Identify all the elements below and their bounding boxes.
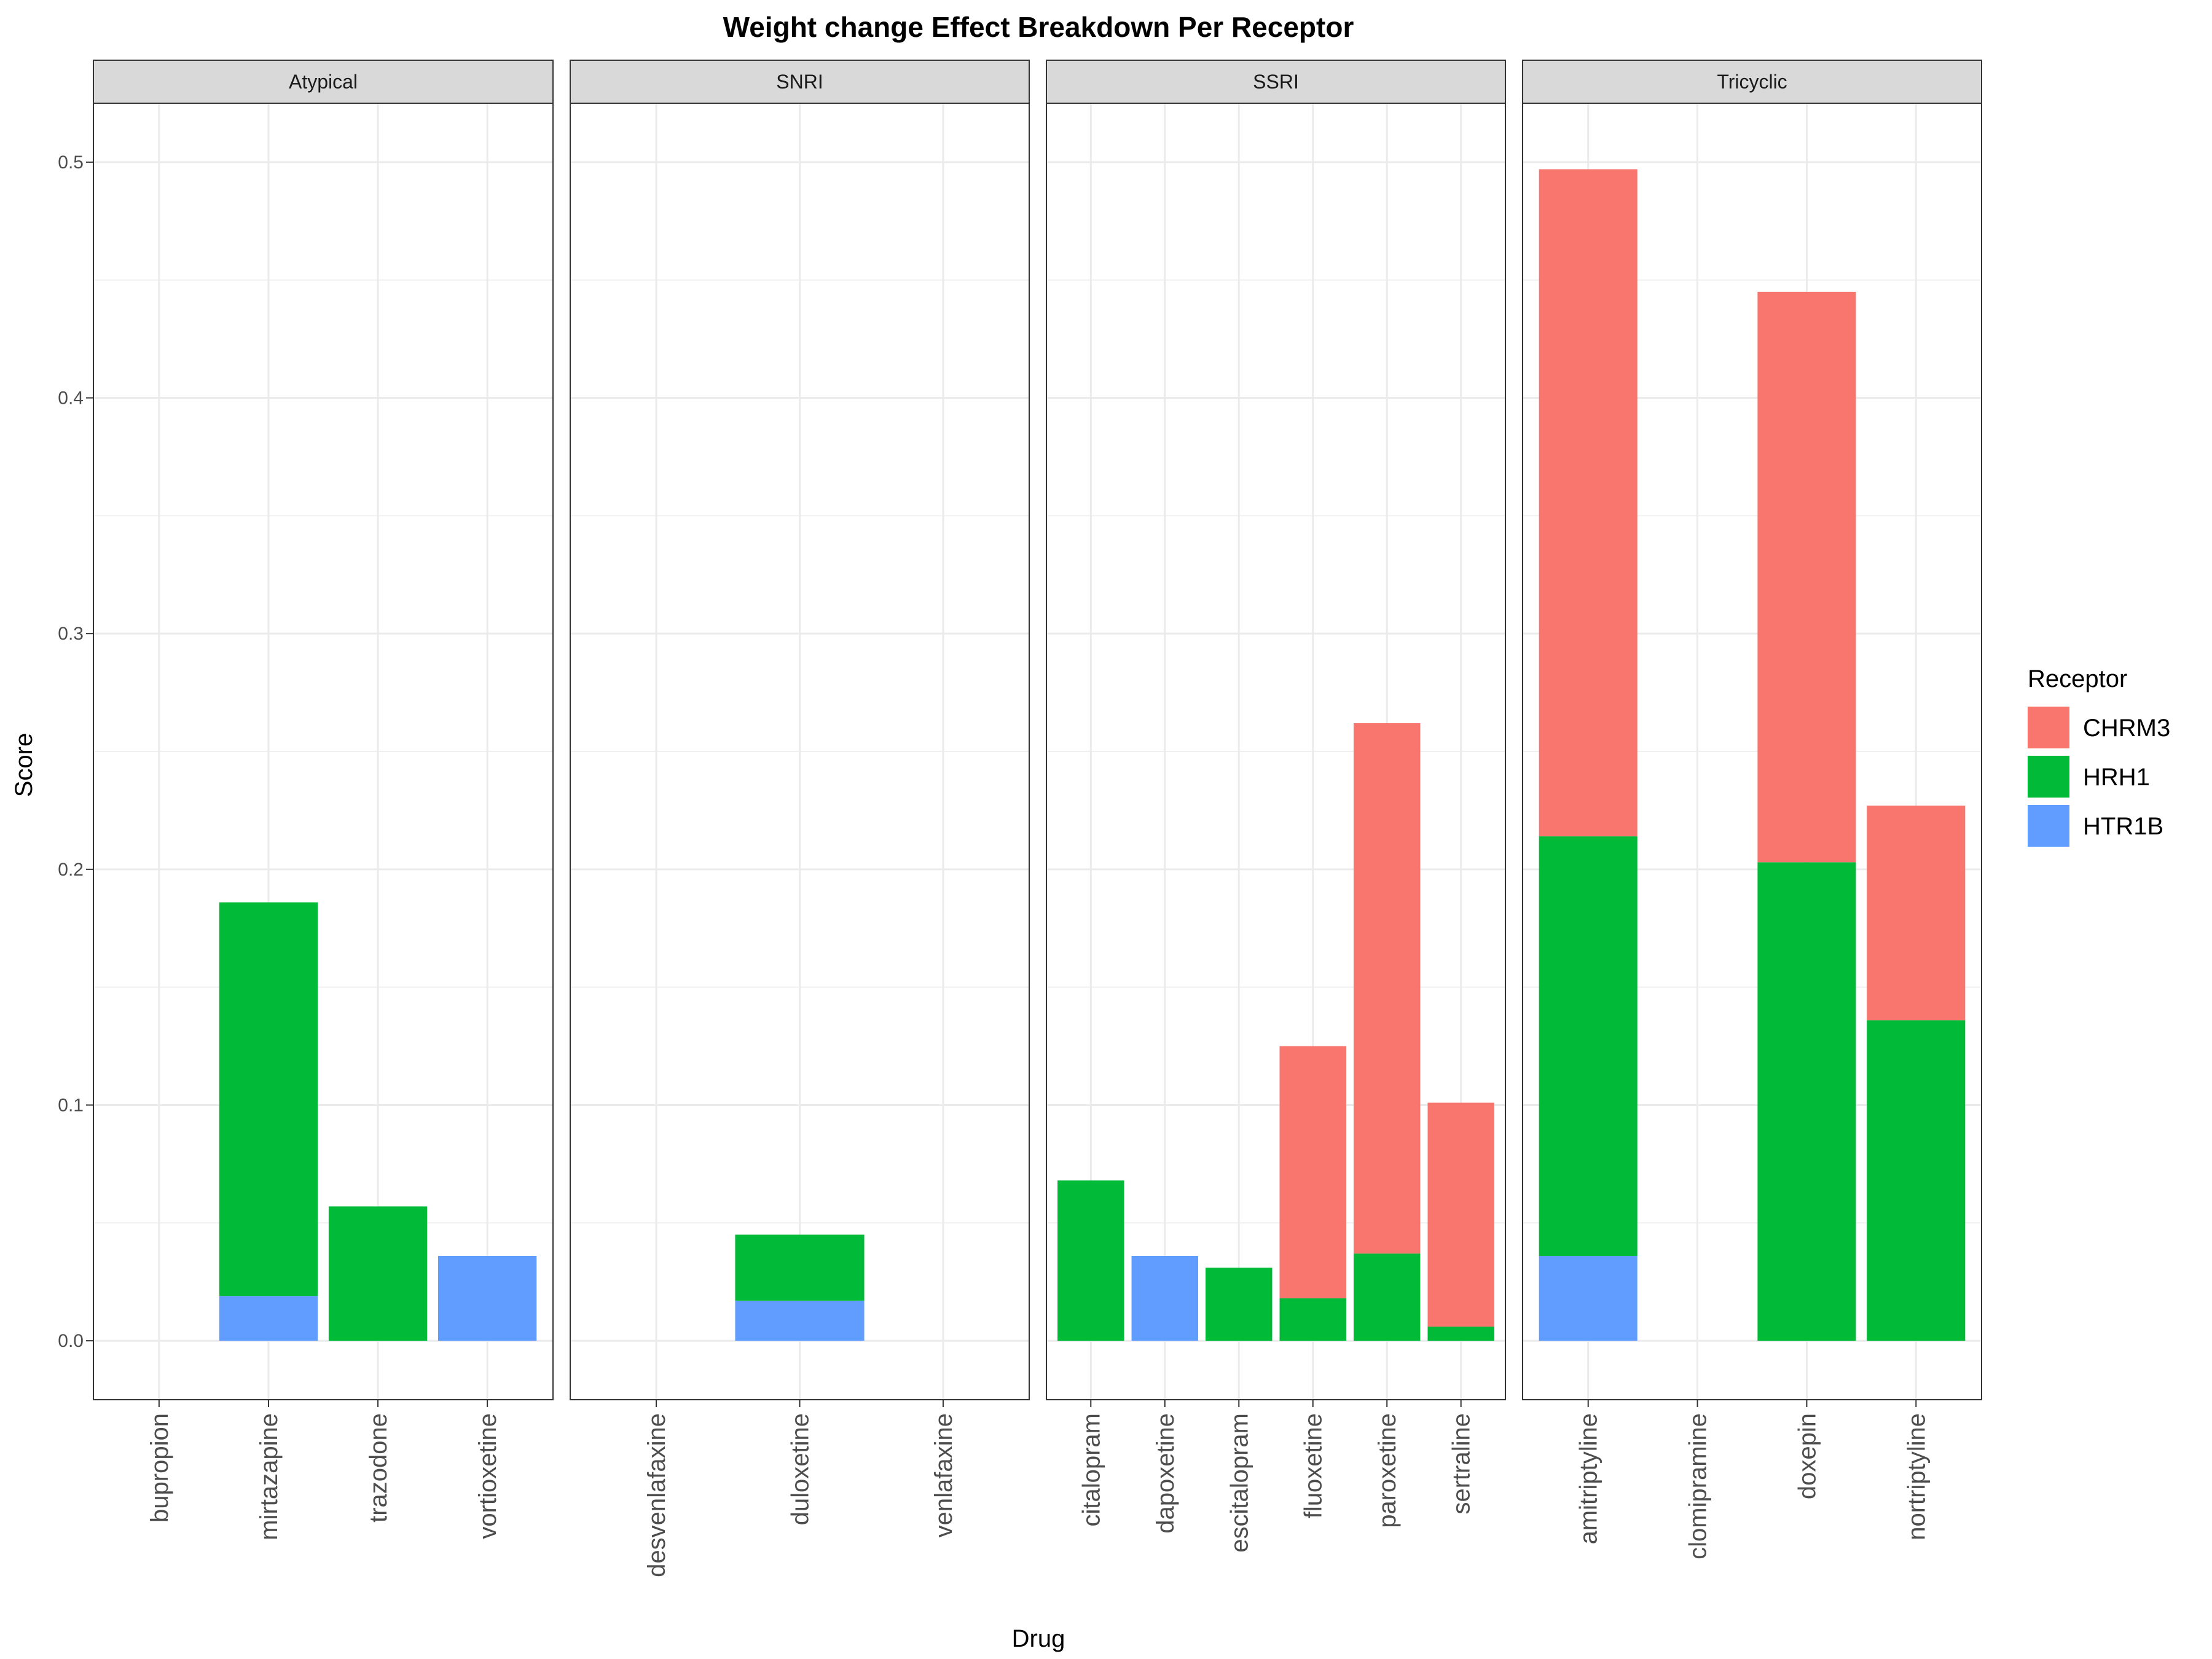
bar-amitriptyline-hrh1 [1539, 836, 1637, 1256]
facet-strip-label: SNRI [776, 71, 823, 93]
bar-paroxetine-hrh1 [1354, 1253, 1421, 1341]
y-tick-label: 0.5 [58, 152, 84, 173]
x-tick-label: fluoxetine [1300, 1413, 1327, 1518]
x-tick-label: paroxetine [1374, 1413, 1401, 1528]
legend-label: HTR1B [2083, 813, 2163, 840]
bar-vortioxetine-htr1b [438, 1255, 537, 1341]
facet-panels: bupropion mirtazapine trazodone vortioxetin… [93, 60, 1982, 1577]
bar-nortriptyline-hrh1 [1867, 1020, 1966, 1341]
legend: Receptor CHRM3 HRH1 HTR1B [2028, 665, 2170, 847]
bar-amitriptyline-htr1b [1539, 1255, 1637, 1341]
facet-strip [93, 60, 554, 104]
x-tick-label: nortriptyline [1903, 1413, 1930, 1540]
x-tick-label: citalopram [1078, 1413, 1105, 1527]
chart-title: Weight change Effect Breakdown Per Recep… [723, 11, 1354, 43]
x-tick-label: escitalopram [1226, 1413, 1253, 1553]
y-tick-label: 0.2 [58, 860, 84, 880]
bar-duloxetine-htr1b [735, 1300, 865, 1341]
bar-sertraline-chrm3 [1427, 1102, 1494, 1327]
bar-amitriptyline-chrm3 [1539, 169, 1637, 837]
facet-strip [570, 60, 1030, 104]
y-tick-label: 0.0 [58, 1331, 84, 1351]
bar-trazodone-hrh1 [328, 1206, 428, 1341]
y-tick-label: 0.3 [58, 624, 84, 644]
facet-strip-label: Tricyclic [1717, 71, 1787, 93]
x-tick-label: bupropion [146, 1413, 173, 1523]
facet-strip-label: SSRI [1253, 71, 1299, 93]
legend-label: HRH1 [2083, 764, 2150, 791]
facet-panel-snri: desvenlafaxine duloxetine venlafaxine SNRI [570, 60, 1030, 1577]
facet-strip [1522, 60, 1982, 104]
facet-panel-ssri: citalopram dapoxetine escitalopram fluoxeti… [1046, 60, 1506, 1553]
bar-nortriptyline-chrm3 [1867, 806, 1966, 1021]
bar-doxepin-hrh1 [1757, 862, 1856, 1341]
x-axis-title: Drug [1012, 1625, 1065, 1652]
bar-escitalopram-hrh1 [1206, 1268, 1273, 1341]
x-tick-label: clomipramine [1685, 1413, 1712, 1559]
bar-sertraline-hrh1 [1427, 1327, 1494, 1341]
y-tick-label: 0.1 [58, 1095, 84, 1115]
x-tick-label: sertraline [1448, 1413, 1475, 1515]
y-axis-title: Score [10, 733, 37, 798]
legend-key-hrh1 [2028, 756, 2069, 798]
x-tick-label: mirtazapine [256, 1413, 283, 1540]
bar-mirtazapine-hrh1 [219, 902, 318, 1296]
y-tick-label: 0.4 [58, 388, 84, 409]
y-axis: 0.0 0.1 0.2 0.3 0.4 0.5 [58, 152, 93, 1351]
legend-title: Receptor [2028, 665, 2127, 692]
x-tick-label: desvenlafaxine [643, 1413, 670, 1577]
bar-duloxetine-hrh1 [735, 1234, 865, 1301]
x-tick-label: amitriptyline [1575, 1413, 1602, 1544]
bar-fluoxetine-chrm3 [1279, 1046, 1346, 1299]
bar-mirtazapine-htr1b [219, 1296, 318, 1341]
x-tick-label: duloxetine [787, 1413, 814, 1525]
legend-key-chrm3 [2028, 707, 2069, 748]
bar-fluoxetine-hrh1 [1279, 1298, 1346, 1341]
x-tick-label: vortioxetine [474, 1413, 501, 1539]
x-tick-label: trazodone [365, 1413, 392, 1523]
facet-strip [1046, 60, 1506, 104]
x-tick-label: doxepin [1794, 1413, 1821, 1499]
bar-dapoxetine-htr1b [1131, 1255, 1198, 1341]
bar-citalopram-hrh1 [1057, 1180, 1124, 1341]
bar-doxepin-chrm3 [1757, 291, 1856, 863]
bar-paroxetine-chrm3 [1354, 723, 1421, 1254]
legend-key-htr1b [2028, 805, 2069, 847]
facet-strip-label: Atypical [289, 71, 358, 93]
x-tick-label: venlafaxine [930, 1413, 957, 1537]
facet-panel-tricyclic: amitriptyline clomipramine doxepin nortript… [1522, 60, 1982, 1559]
facet-panel-atypical: bupropion mirtazapine trazodone vortioxetin… [93, 60, 554, 1540]
legend-label: CHRM3 [2083, 715, 2170, 742]
x-tick-label: dapoxetine [1152, 1413, 1179, 1534]
